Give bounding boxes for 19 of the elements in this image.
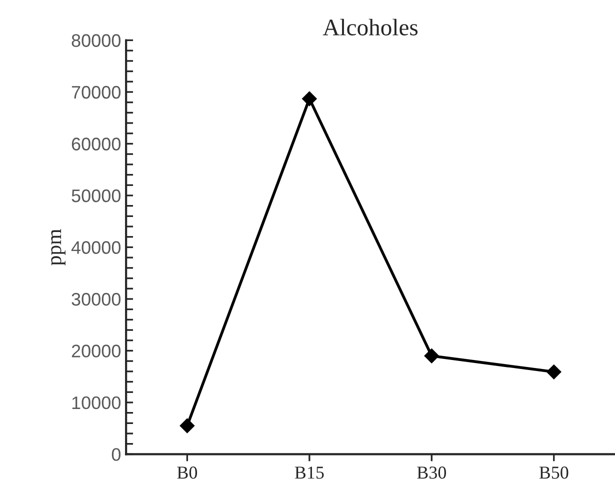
x-tick-label: B0 [177, 466, 198, 479]
x-tick-label: B15 [294, 466, 324, 479]
y-tick-label: 30000 [72, 292, 121, 306]
y-tick-label: 80000 [72, 34, 121, 47]
x-tick-label: B50 [539, 466, 568, 479]
y-tick-label: 50000 [72, 189, 121, 202]
point [180, 418, 195, 434]
y-axis-title: ppm [51, 229, 66, 266]
point [302, 91, 317, 106]
chart-title: Alcoholes [322, 18, 418, 36]
y-tick-label: 60000 [72, 138, 121, 150]
x-tick-label: B30 [417, 466, 446, 479]
point [424, 348, 440, 364]
point [546, 364, 562, 380]
y-tick-label: 40000 [71, 241, 121, 254]
y-tick-label: 20000 [72, 344, 121, 358]
y-tick-label: 10000 [72, 396, 121, 410]
y-tick-label: 0 [112, 448, 121, 461]
y-tick-label: 70000 [72, 86, 121, 99]
